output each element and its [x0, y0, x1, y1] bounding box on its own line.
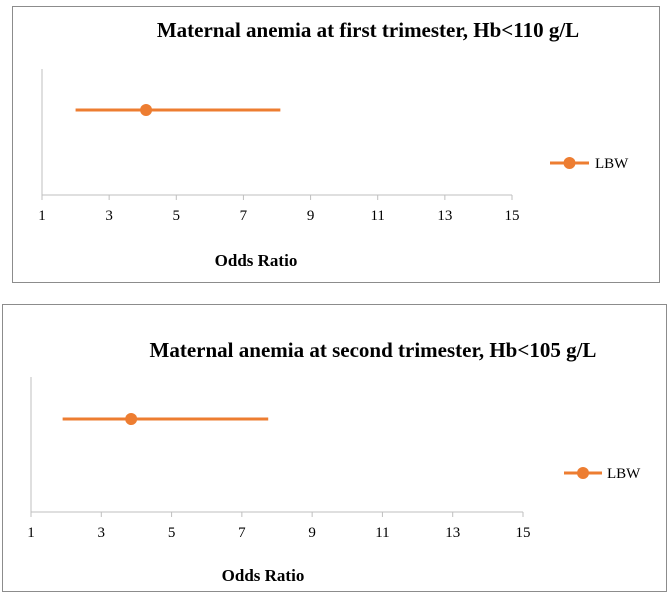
x-tick-label: 5	[173, 208, 181, 224]
x-tick-label: 3	[98, 525, 106, 541]
x-tick-label: 1	[38, 208, 46, 224]
x-axis-label: Odds Ratio	[222, 566, 305, 585]
x-tick-label: 1	[27, 525, 35, 541]
x-tick-label: 9	[307, 208, 315, 224]
legend-marker	[563, 157, 576, 169]
x-tick-label: 13	[445, 525, 460, 541]
odds-ratio-point	[125, 413, 138, 425]
chart-svg-first-trimester: Maternal anemia at first trimester, Hb<1…	[38, 18, 629, 270]
chart-title: Maternal anemia at first trimester, Hb<1…	[157, 18, 579, 42]
x-tick-label: 13	[437, 208, 452, 224]
x-tick-label: 5	[168, 525, 176, 541]
chart-panel-second-trimester: Maternal anemia at second trimester, Hb<…	[2, 304, 667, 592]
legend-label: LBW	[595, 156, 629, 172]
odds-ratio-point	[140, 104, 153, 116]
x-tick-label: 7	[240, 208, 248, 224]
x-tick-label: 15	[505, 208, 520, 224]
chart-title: Maternal anemia at second trimester, Hb<…	[150, 338, 597, 362]
chart-panel-first-trimester: Maternal anemia at first trimester, Hb<1…	[12, 6, 660, 283]
x-tick-label: 7	[238, 525, 246, 541]
x-tick-label: 11	[375, 525, 389, 541]
x-tick-label: 11	[370, 208, 384, 224]
x-axis-label: Odds Ratio	[215, 251, 298, 270]
legend-marker	[577, 467, 589, 479]
x-tick-label: 3	[105, 208, 113, 224]
legend-label: LBW	[607, 466, 641, 482]
x-tick-label: 9	[308, 525, 316, 541]
x-tick-label: 15	[516, 525, 531, 541]
chart-svg-second-trimester: Maternal anemia at second trimester, Hb<…	[27, 338, 641, 585]
